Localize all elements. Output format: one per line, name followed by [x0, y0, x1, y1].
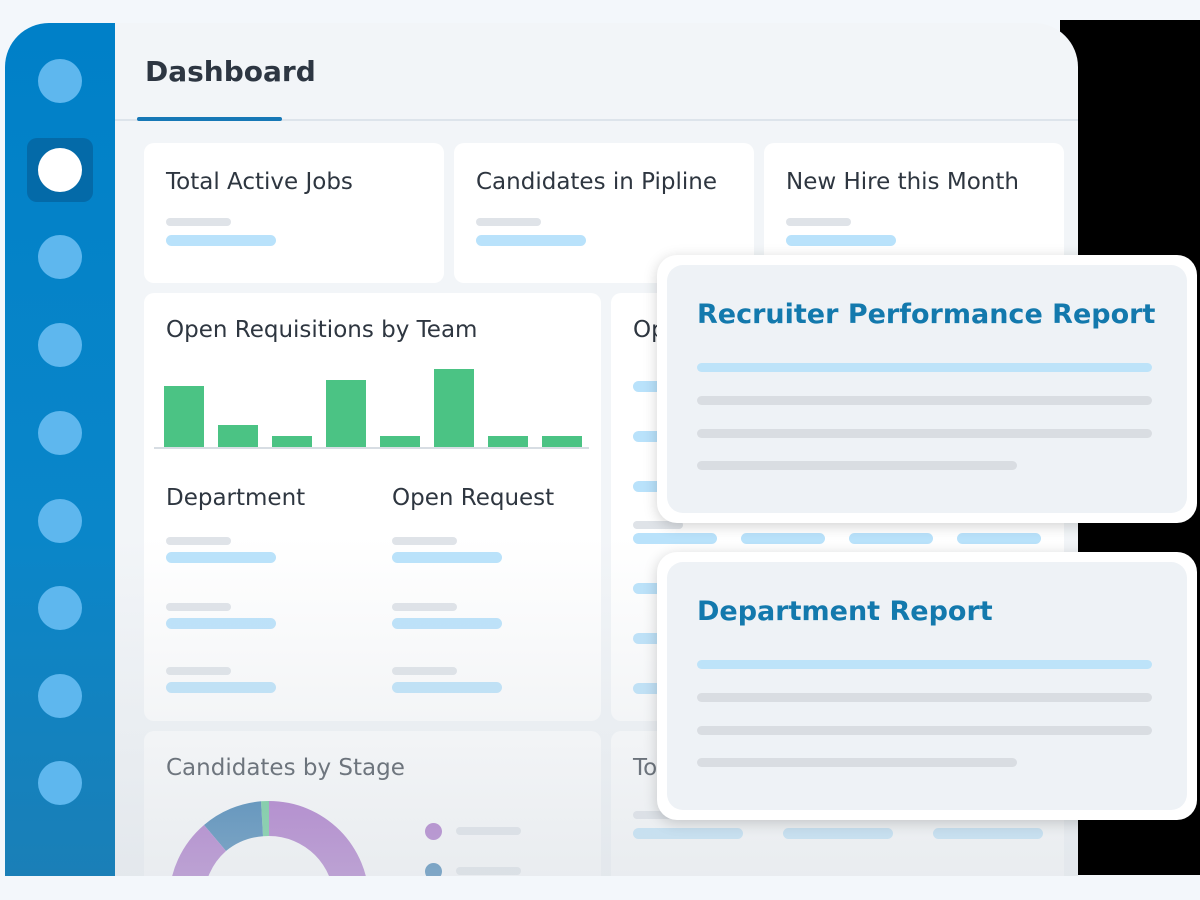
sidebar-item-5-icon[interactable] [38, 411, 82, 455]
legend-dot-purple [425, 823, 442, 840]
report-line [697, 726, 1152, 735]
report-line [697, 693, 1152, 702]
report-line [697, 660, 1152, 669]
placeholder-line [476, 218, 541, 226]
card-title: Open Requisitions by Team [166, 317, 478, 343]
placeholder-value [849, 533, 933, 544]
placeholder-line [392, 537, 457, 545]
stage-donut-chart [172, 801, 366, 876]
requisition-bar [488, 436, 528, 447]
placeholder-line [166, 537, 231, 545]
placeholder-value [476, 235, 586, 246]
placeholder-value [933, 828, 1043, 839]
sidebar-item-8-icon[interactable] [38, 674, 82, 718]
requisition-bar [272, 436, 312, 447]
placeholder-value [166, 618, 276, 629]
requisition-bar [380, 436, 420, 447]
placeholder-value [392, 618, 502, 629]
sidebar-item-9-icon[interactable] [38, 761, 82, 805]
legend-label-placeholder [456, 867, 521, 875]
candidates-by-stage-card: Candidates by Stage [144, 731, 601, 876]
stat-card-label: Candidates in Pipline [476, 169, 718, 195]
placeholder-value [392, 552, 502, 563]
report-line [697, 396, 1152, 405]
page-title: Dashboard [145, 55, 316, 88]
sidebar-item-2-icon[interactable] [38, 148, 82, 192]
sidebar-item-7-icon[interactable] [38, 586, 82, 630]
legend-label-placeholder [456, 827, 521, 835]
sidebar-item-6-icon[interactable] [38, 499, 82, 543]
placeholder-value [957, 533, 1041, 544]
chart-baseline [154, 447, 589, 449]
placeholder-line [166, 667, 231, 675]
report-line [697, 461, 1017, 470]
stat-card-label: New Hire this Month [786, 169, 1019, 195]
placeholder-line [392, 667, 457, 675]
placeholder-value [783, 828, 893, 839]
requisition-bar [164, 386, 204, 447]
recruiter-performance-report-card[interactable]: Recruiter Performance Report [657, 255, 1197, 523]
report-line [697, 429, 1152, 438]
card-title: Candidates by Stage [166, 755, 405, 781]
placeholder-line [633, 521, 683, 529]
sidebar-item-3-icon[interactable] [38, 235, 82, 279]
report-title: Recruiter Performance Report [697, 299, 1156, 330]
sidebar-item-1-icon[interactable] [38, 59, 82, 103]
placeholder-value [633, 828, 743, 839]
stat-card-total-active-jobs[interactable]: Total Active Jobs [144, 143, 444, 283]
bottom-strip [0, 876, 1200, 900]
column-header-department: Department [166, 485, 306, 511]
open-requisitions-card: Open Requisitions by Team Department Ope… [144, 293, 601, 721]
legend-dot-navy [425, 863, 442, 876]
donut-segment-purple-right [269, 801, 366, 876]
placeholder-value [786, 235, 896, 246]
placeholder-value [392, 682, 502, 693]
placeholder-line [786, 218, 851, 226]
requisition-bar [434, 369, 474, 447]
stat-card-label: Total Active Jobs [166, 169, 353, 195]
sidebar-item-4-icon[interactable] [38, 323, 82, 367]
report-title: Department Report [697, 596, 993, 627]
report-line [697, 363, 1152, 372]
report-line [697, 758, 1017, 767]
requisition-bar [218, 425, 258, 447]
placeholder-value [633, 533, 717, 544]
requisition-bar [542, 436, 582, 447]
requisition-bar [326, 380, 366, 447]
placeholder-value [166, 682, 276, 693]
placeholder-value [166, 235, 276, 246]
card-title-partial: To [633, 755, 658, 781]
placeholder-value [166, 552, 276, 563]
header-divider [115, 119, 1078, 121]
tab-dashboard-indicator[interactable] [137, 117, 282, 121]
placeholder-line [166, 218, 231, 226]
placeholder-line [392, 603, 457, 611]
report-card-inner: Recruiter Performance Report [667, 265, 1187, 513]
column-header-open-request: Open Request [392, 485, 555, 511]
report-card-inner: Department Report [667, 562, 1187, 810]
department-report-card[interactable]: Department Report [657, 552, 1197, 820]
placeholder-value [741, 533, 825, 544]
sidebar [5, 23, 115, 876]
placeholder-line [166, 603, 231, 611]
